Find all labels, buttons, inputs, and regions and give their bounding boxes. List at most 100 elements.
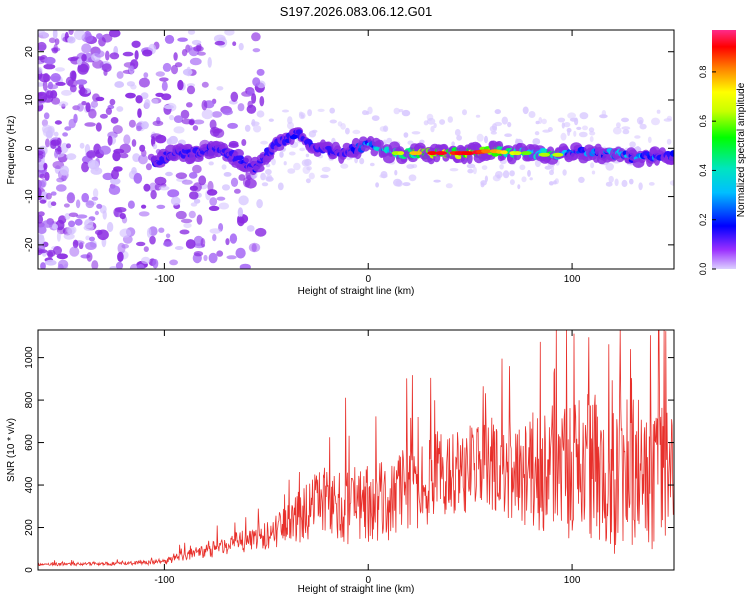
spectrogram-noise-blob <box>265 169 272 175</box>
spectrogram-noise-blob <box>105 50 110 61</box>
spectrogram-noise-blob <box>63 233 75 240</box>
spectrogram-ridge-peak <box>521 151 532 156</box>
spectrogram-noise-blob <box>251 93 257 104</box>
spectrogram-noise-blob <box>123 134 131 145</box>
spectrogram-noise-blob <box>279 151 284 158</box>
spectrogram-noise-blob <box>99 113 108 119</box>
spectrogram-noise-blob <box>61 89 72 96</box>
spectrogram-noise-blob <box>66 225 77 235</box>
spectrogram-noise-blob <box>216 196 226 201</box>
spectrogram-noise-blob <box>666 115 673 121</box>
spectrogram-noise-blob <box>51 97 61 105</box>
spectrogram-noise-blob <box>517 184 521 190</box>
spectrogram-noise-blob <box>648 182 655 186</box>
snr-series-line <box>38 330 674 567</box>
spectrogram-noise-blob <box>248 242 261 253</box>
spectrogram-noise-blob <box>369 162 375 167</box>
spectrogram-noise-blob <box>271 158 276 166</box>
spectrogram-noise-blob <box>456 135 462 141</box>
spectrogram-noise-blob <box>171 64 178 75</box>
spectrogram-noise-blob <box>81 161 90 173</box>
spectrogram-noise-blob <box>38 66 43 74</box>
spectrogram-noise-blob <box>614 178 619 187</box>
spectrogram-noise-blob <box>475 114 481 118</box>
spectrogram-xlabel: Height of straight line (km) <box>298 286 415 297</box>
spectrogram-noise-blob <box>256 68 265 76</box>
colorbar: 0.0 0.2 0.4 0.6 0.8 Normalized spectral ampl… <box>698 30 747 275</box>
spectrogram-noise-blob <box>669 180 674 186</box>
spectrogram-noise-blob <box>142 49 153 57</box>
spectrogram-ridge-core <box>295 129 303 135</box>
spectrogram-noise-blob <box>451 141 455 147</box>
spectrogram-noise-blob <box>174 246 184 250</box>
spectrogram-noise-blob <box>161 81 168 92</box>
colorbar-tick-label: 0.0 <box>698 263 708 276</box>
spectrogram-noise-blob <box>521 176 527 183</box>
spectrogram-ridge-peak <box>415 151 422 156</box>
spectrogram-noise-blob <box>288 151 296 156</box>
spectrogram-noise-blob <box>529 177 533 181</box>
spectrogram-noise-blob <box>235 247 246 259</box>
spectrogram-noise-blob <box>241 139 247 146</box>
spectrogram-noise-blob <box>91 260 99 269</box>
spectrogram-noise-blob <box>216 86 224 91</box>
spectrogram-noise-blob <box>181 179 193 185</box>
spectrogram-ridge-halo <box>252 164 265 173</box>
spectrogram-noise-blob <box>106 221 114 233</box>
spectrogram-noise-blob <box>499 164 504 170</box>
spectrogram-noise-blob <box>576 126 582 130</box>
spectrogram-noise-blob <box>193 251 204 257</box>
spectrogram-noise-blob <box>193 119 205 125</box>
spectrogram-noise-blob <box>44 56 56 65</box>
spectrogram-noise-blob <box>255 227 267 237</box>
spectrogram-noise-blob <box>43 112 50 120</box>
spectrogram-ridge-halo <box>375 139 384 148</box>
spectrogram-noise-blob <box>59 165 70 176</box>
spectrogram-noise-blob <box>155 92 165 97</box>
spectrogram-noise-blob <box>69 70 77 80</box>
spectrogram-noise-blob <box>189 57 202 66</box>
spectrogram-noise-blob <box>129 65 135 72</box>
spectrogram-noise-blob <box>201 81 209 88</box>
spectrogram-noise-blob <box>229 233 238 244</box>
spectrogram-noise-blob <box>45 90 54 99</box>
spectrogram-noise-blob <box>167 189 180 198</box>
spectrogram-noise-blob <box>38 215 44 224</box>
spectrogram-ridge-peak <box>481 149 492 154</box>
spectrogram-noise-blob <box>56 253 68 260</box>
spectrogram-noise-blob <box>472 166 477 175</box>
spectrogram-ridge-peak <box>538 152 551 157</box>
spectrogram-noise-blob <box>110 177 121 185</box>
spectrogram-noise-blob <box>158 227 165 233</box>
spectrogram-noise-blob <box>166 138 172 145</box>
spectrogram-noise-blob <box>186 102 193 108</box>
spectrogram-noise-blob <box>321 166 331 173</box>
spectrogram-noise-blob <box>52 223 58 230</box>
spectrogram-noise-blob <box>563 122 571 128</box>
spectrogram-noise-blob <box>138 154 148 165</box>
spectrogram-noise-blob <box>50 139 57 149</box>
spectrogram-noise-blob <box>579 112 589 120</box>
spectrogram-noise-blob <box>92 188 99 198</box>
spectrogram-noise-blob <box>66 153 77 161</box>
spectrogram-noise-blob <box>188 45 193 51</box>
spectrogram-noise-blob <box>246 225 255 232</box>
spectrogram-noise-blob <box>393 107 400 115</box>
spectrogram-noise-blob <box>225 238 230 246</box>
spectrogram-noise-blob <box>308 172 315 180</box>
spectrogram-noise-blob <box>66 143 71 149</box>
spectrogram-noise-blob <box>188 210 196 219</box>
spectrogram-noise-blob <box>260 140 268 145</box>
spectrogram-noise-blob <box>261 182 269 187</box>
spectrogram-noise-blob <box>164 34 175 44</box>
spectrogram-noise-blob <box>211 111 223 118</box>
spectrogram-noise-blob <box>401 109 411 117</box>
spectrogram-noise-blob <box>54 38 60 45</box>
spectrogram-noise-blob <box>375 182 379 188</box>
spectrogram-noise-blob <box>588 127 595 133</box>
spectrogram-noise-blob <box>38 235 45 245</box>
spectrogram-noise-blob <box>43 63 56 70</box>
spectrogram-noise-blob <box>188 172 198 179</box>
